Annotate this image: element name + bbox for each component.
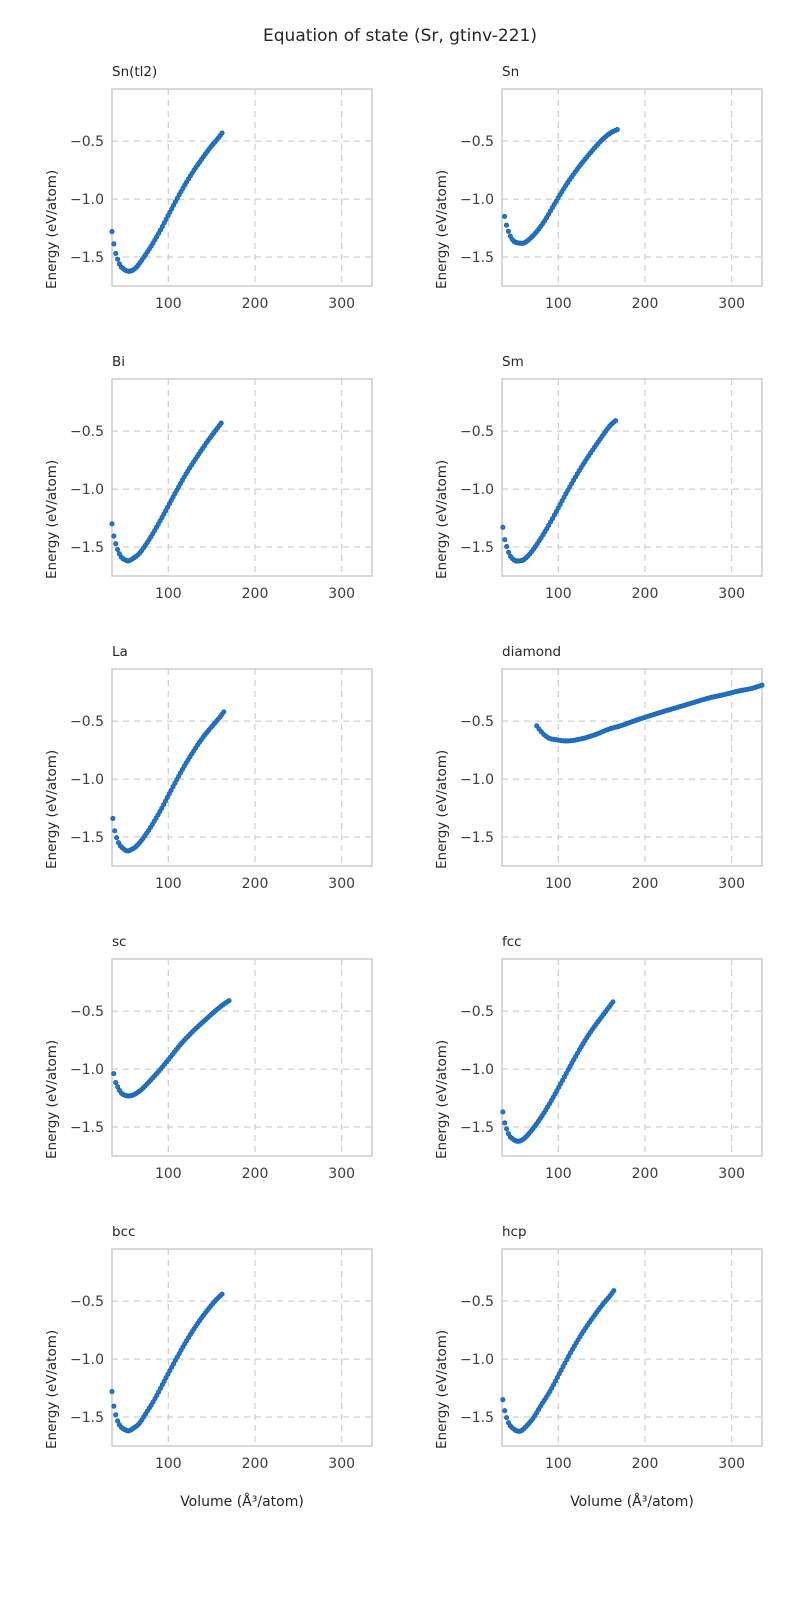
svg-text:−1.0: −1.0 xyxy=(460,1062,494,1078)
subplot-sn-tl2: Sn(tl2) Energy (eV/atom) −0.5 −1.0 −1.5 100… xyxy=(20,58,410,348)
svg-text:−0.5: −0.5 xyxy=(70,714,104,730)
svg-text:−0.5: −0.5 xyxy=(70,1294,104,1310)
svg-text:−1.5: −1.5 xyxy=(70,1120,104,1136)
subplot-bi: Bi Energy (eV/atom) −0.5 −1.0 −1.5 100 200 30… xyxy=(20,348,410,638)
svg-text:−0.5: −0.5 xyxy=(460,134,494,150)
subplot-sc: sc Energy (eV/atom) −0.5 −1.0 −1.5 100 200 30… xyxy=(20,928,410,1218)
plot-canvas: −0.5 −1.0 −1.5 100 200 300 xyxy=(460,958,763,1182)
svg-text:−1.5: −1.5 xyxy=(70,540,104,556)
x-axis-label: Volume (Å³/atom) xyxy=(180,1494,304,1510)
subplot-grid: Sn(tl2) Energy (eV/atom) −0.5 −1.0 −1.5 100… xyxy=(20,58,800,1510)
plot-canvas: −0.5 −1.0 −1.5 100 200 300 xyxy=(460,88,763,312)
svg-text:−1.0: −1.0 xyxy=(70,772,104,788)
plot-canvas: −0.5 −1.0 −1.5 100 200 300 xyxy=(70,668,373,892)
svg-text:−1.5: −1.5 xyxy=(460,250,494,266)
svg-text:−0.5: −0.5 xyxy=(460,424,494,440)
svg-text:200: 200 xyxy=(632,1166,659,1182)
svg-text:−1.0: −1.0 xyxy=(460,482,494,498)
svg-text:−1.5: −1.5 xyxy=(460,830,494,846)
subplot-title: Sn xyxy=(502,64,520,80)
svg-text:100: 100 xyxy=(155,1456,182,1472)
subplot-title: fcc xyxy=(502,934,522,950)
svg-text:−0.5: −0.5 xyxy=(70,424,104,440)
svg-text:−0.5: −0.5 xyxy=(460,714,494,730)
subplot-sn: Sn Energy (eV/atom) −0.5 −1.0 −1.5 100 200 30… xyxy=(410,58,800,348)
svg-text:−1.0: −1.0 xyxy=(460,1352,494,1368)
subplot-title: hcp xyxy=(502,1224,527,1240)
svg-text:300: 300 xyxy=(718,296,745,312)
svg-text:200: 200 xyxy=(632,296,659,312)
plot-canvas: −0.5 −1.0 −1.5 100 200 300 xyxy=(460,378,763,602)
svg-text:−1.5: −1.5 xyxy=(460,1120,494,1136)
svg-text:300: 300 xyxy=(328,1456,355,1472)
plot-canvas: −0.5 −1.0 −1.5 100 200 300 xyxy=(70,88,373,312)
svg-text:−1.0: −1.0 xyxy=(70,192,104,208)
svg-text:100: 100 xyxy=(155,296,182,312)
svg-text:300: 300 xyxy=(718,586,745,602)
plot-canvas: −0.5 −1.0 −1.5 100 200 300 xyxy=(460,1248,763,1472)
svg-text:100: 100 xyxy=(155,586,182,602)
svg-text:100: 100 xyxy=(155,876,182,892)
svg-text:−0.5: −0.5 xyxy=(70,1004,104,1020)
svg-text:200: 200 xyxy=(632,586,659,602)
svg-text:200: 200 xyxy=(632,1456,659,1472)
subplot-title: La xyxy=(112,644,128,660)
svg-text:200: 200 xyxy=(242,1166,269,1182)
svg-text:300: 300 xyxy=(718,876,745,892)
subplot-title: diamond xyxy=(502,644,562,660)
svg-text:−1.5: −1.5 xyxy=(70,250,104,266)
subplot-bcc: bcc Energy (eV/atom) −0.5 −1.0 −1.5 100 200 3… xyxy=(20,1218,410,1558)
svg-text:−1.5: −1.5 xyxy=(460,1410,494,1426)
svg-text:300: 300 xyxy=(328,586,355,602)
subplot-diamond: diamond Energy (eV/atom) −0.5 −1.0 −1.5 100… xyxy=(410,638,800,928)
svg-text:−1.5: −1.5 xyxy=(70,1410,104,1426)
svg-text:100: 100 xyxy=(545,296,572,312)
svg-text:100: 100 xyxy=(545,1456,572,1472)
svg-text:100: 100 xyxy=(545,586,572,602)
svg-text:100: 100 xyxy=(155,1166,182,1182)
svg-text:−0.5: −0.5 xyxy=(460,1004,494,1020)
svg-text:200: 200 xyxy=(242,296,269,312)
svg-text:−1.5: −1.5 xyxy=(70,830,104,846)
svg-text:100: 100 xyxy=(545,1166,572,1182)
plot-canvas: −0.5 −1.0 −1.5 100 200 300 xyxy=(460,668,765,892)
plot-canvas: −0.5 −1.0 −1.5 100 200 300 xyxy=(70,378,373,602)
plot-canvas: −0.5 −1.0 −1.5 100 200 300 xyxy=(70,1248,373,1472)
subplot-hcp: hcp Energy (eV/atom) −0.5 −1.0 −1.5 100 200 3… xyxy=(410,1218,800,1558)
subplot-title: Sm xyxy=(502,354,524,370)
subplot-la: La Energy (eV/atom) −0.5 −1.0 −1.5 100 200 30… xyxy=(20,638,410,928)
subplot-title: sc xyxy=(112,934,127,950)
svg-text:300: 300 xyxy=(718,1456,745,1472)
svg-text:300: 300 xyxy=(328,296,355,312)
svg-text:−0.5: −0.5 xyxy=(70,134,104,150)
svg-text:−1.5: −1.5 xyxy=(460,540,494,556)
subplot-title: bcc xyxy=(112,1224,136,1240)
svg-text:200: 200 xyxy=(632,876,659,892)
svg-text:−1.0: −1.0 xyxy=(70,482,104,498)
subplot-title: Sn(tl2) xyxy=(112,64,158,80)
svg-text:−1.0: −1.0 xyxy=(70,1062,104,1078)
svg-text:200: 200 xyxy=(242,876,269,892)
svg-text:300: 300 xyxy=(328,1166,355,1182)
plot-canvas: −0.5 −1.0 −1.5 100 200 300 xyxy=(70,958,373,1182)
svg-text:300: 300 xyxy=(328,876,355,892)
figure-title: Equation of state (Sr, gtinv-221) xyxy=(263,26,537,46)
svg-text:−1.0: −1.0 xyxy=(70,1352,104,1368)
svg-text:200: 200 xyxy=(242,1456,269,1472)
svg-text:−1.0: −1.0 xyxy=(460,772,494,788)
subplot-title: Bi xyxy=(112,354,126,370)
subplot-fcc: fcc Energy (eV/atom) −0.5 −1.0 −1.5 100 200 3… xyxy=(410,928,800,1218)
svg-text:300: 300 xyxy=(718,1166,745,1182)
subplot-sm: Sm Energy (eV/atom) −0.5 −1.0 −1.5 100 200 30… xyxy=(410,348,800,638)
x-axis-label: Volume (Å³/atom) xyxy=(570,1494,694,1510)
svg-text:−1.0: −1.0 xyxy=(460,192,494,208)
svg-text:−0.5: −0.5 xyxy=(460,1294,494,1310)
svg-text:100: 100 xyxy=(545,876,572,892)
svg-text:200: 200 xyxy=(242,586,269,602)
